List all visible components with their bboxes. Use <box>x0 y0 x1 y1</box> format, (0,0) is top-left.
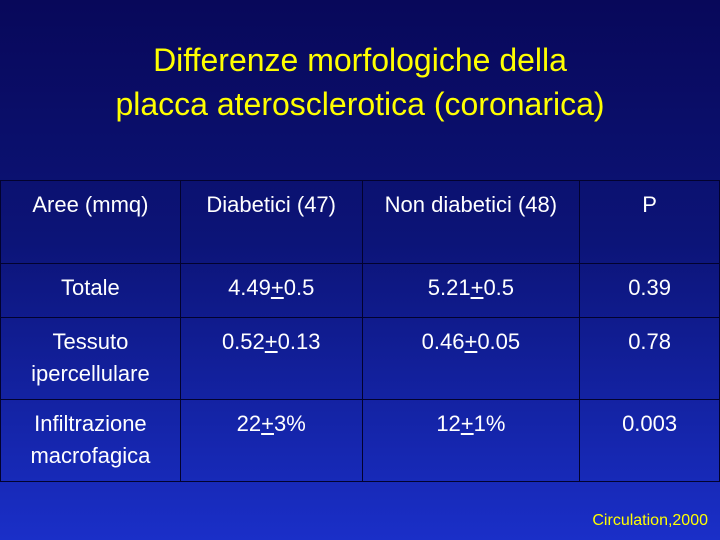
cell: 5.21+0.5 <box>361 263 581 318</box>
row: Tessuto ipercellulare 0.52+0.13 0.46+0.0… <box>0 317 720 400</box>
header-cell: Aree (mmq) <box>0 180 181 264</box>
cell: Tessuto ipercellulare <box>0 317 181 400</box>
citation: Circulation,2000 <box>592 512 708 529</box>
data-table: Aree (mmq) Diabetici (47) Non diabetici … <box>0 180 720 482</box>
title-line: Differenze morfologiche della <box>153 42 567 78</box>
cell: 22+3% <box>179 399 363 482</box>
cell: 0.003 <box>579 399 720 482</box>
title-line: placca aterosclerotica (coronarica) <box>115 86 605 122</box>
header-row: Aree (mmq) Diabetici (47) Non diabetici … <box>0 180 720 264</box>
cell: 0.52+0.13 <box>179 317 363 400</box>
row: Totale 4.49+0.5 5.21+0.5 0.39 <box>0 263 720 318</box>
title: Differenze morfologiche della placca ate… <box>0 38 720 126</box>
cell: Infiltrazione macrofagica <box>0 399 181 482</box>
cell: Totale <box>0 263 181 318</box>
header-cell: P <box>579 180 720 264</box>
cell: 0.39 <box>579 263 720 318</box>
cell: 4.49+0.5 <box>179 263 363 318</box>
row: Infiltrazione macrofagica 22+3% 12+1% 0.… <box>0 399 720 482</box>
header-cell: Non diabetici (48) <box>361 180 581 264</box>
cell: 0.46+0.05 <box>361 317 581 400</box>
cell: 0.78 <box>579 317 720 400</box>
header-cell: Diabetici (47) <box>179 180 363 264</box>
cell: 12+1% <box>361 399 581 482</box>
